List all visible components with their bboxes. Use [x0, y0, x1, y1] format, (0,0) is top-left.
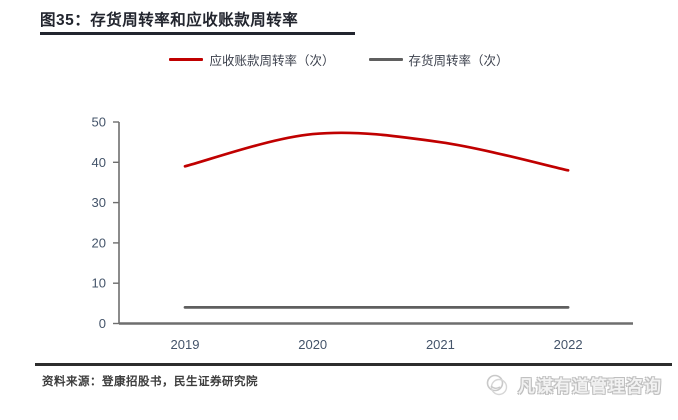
x-axis-tick-label: 2019 [171, 337, 200, 352]
watermark: 凡谋有道管理咨询 [484, 372, 662, 397]
x-axis-tick-label: 2020 [298, 337, 327, 352]
legend-item-receivable-turnover: 应收账款周转率（次） [169, 50, 335, 69]
legend-line-swatch-gray [368, 58, 403, 61]
legend-line-swatch-red [169, 58, 204, 61]
title-underline [40, 32, 355, 35]
chart-canvas: 0 10 20 30 40 50 2019 2020 2021 2022 [92, 115, 633, 352]
legend-label: 应收账款周转率（次） [209, 54, 335, 68]
footer-divider [35, 363, 672, 366]
y-axis-tick-label: 40 [92, 155, 106, 170]
y-axis-tick-label: 20 [92, 235, 106, 250]
legend-label: 存货周转率（次） [408, 54, 509, 68]
x-axis-tick-label: 2022 [554, 337, 583, 352]
y-axis-tick-label: 50 [92, 115, 106, 130]
series-line-0 [183, 131, 570, 172]
y-axis-tick-label: 30 [92, 195, 106, 210]
chart-legend: 应收账款周转率（次） 存货周转率（次） [0, 50, 678, 69]
figure-title: 图35：存货周转率和应收账款周转率 [40, 12, 299, 29]
watermark-text: 凡谋有道管理咨询 [518, 377, 662, 396]
y-axis-tick-label: 0 [99, 316, 106, 331]
x-axis-tick-label: 2021 [426, 337, 455, 352]
source-note: 资料来源：登康招股书，民生证券研究院 [42, 376, 258, 388]
watermark-logo-icon [486, 374, 508, 395]
legend-item-inventory-turnover: 存货周转率（次） [368, 50, 509, 69]
y-axis-tick-label: 10 [92, 276, 106, 291]
